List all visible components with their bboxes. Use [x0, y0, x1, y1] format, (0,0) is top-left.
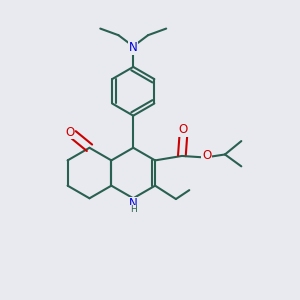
Text: O: O [202, 149, 211, 162]
Text: H: H [130, 205, 136, 214]
Text: N: N [129, 41, 138, 54]
Text: O: O [179, 123, 188, 136]
Text: O: O [65, 125, 74, 139]
Text: N: N [129, 197, 138, 210]
